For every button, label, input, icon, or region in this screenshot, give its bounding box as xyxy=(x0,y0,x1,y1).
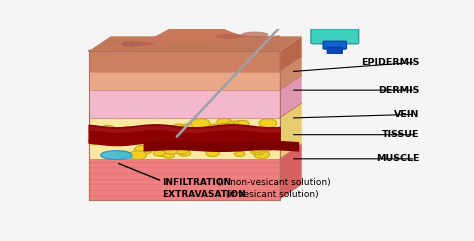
Circle shape xyxy=(164,147,178,154)
Circle shape xyxy=(215,137,233,146)
Bar xyxy=(89,51,280,72)
Circle shape xyxy=(88,138,102,145)
Circle shape xyxy=(144,132,156,138)
Circle shape xyxy=(233,137,248,145)
Circle shape xyxy=(101,125,115,132)
Circle shape xyxy=(259,119,277,128)
Text: MUSCLE: MUSCLE xyxy=(376,154,419,163)
Circle shape xyxy=(226,121,242,129)
Circle shape xyxy=(171,139,189,147)
Polygon shape xyxy=(280,103,301,159)
FancyBboxPatch shape xyxy=(327,47,343,54)
Circle shape xyxy=(156,150,169,156)
Circle shape xyxy=(141,135,158,144)
Polygon shape xyxy=(89,20,280,51)
Circle shape xyxy=(205,139,219,147)
Circle shape xyxy=(217,123,234,132)
Circle shape xyxy=(173,124,185,130)
Circle shape xyxy=(252,135,270,144)
Circle shape xyxy=(154,150,165,156)
Circle shape xyxy=(233,121,244,126)
Circle shape xyxy=(137,137,151,143)
Polygon shape xyxy=(280,57,301,90)
Bar xyxy=(89,72,280,90)
Polygon shape xyxy=(280,144,301,200)
Circle shape xyxy=(214,134,230,142)
Circle shape xyxy=(130,130,141,136)
Circle shape xyxy=(178,150,191,156)
Text: INFILTRATION: INFILTRATION xyxy=(162,178,231,187)
Ellipse shape xyxy=(121,41,141,47)
Text: VEIN: VEIN xyxy=(394,110,419,119)
Circle shape xyxy=(254,151,270,159)
Text: EPIDERMIS: EPIDERMIS xyxy=(361,58,419,67)
Polygon shape xyxy=(280,75,301,118)
Ellipse shape xyxy=(215,34,243,39)
Text: DERMIS: DERMIS xyxy=(378,86,419,95)
Circle shape xyxy=(128,133,140,139)
FancyBboxPatch shape xyxy=(311,29,359,44)
Circle shape xyxy=(230,124,240,129)
Circle shape xyxy=(129,151,146,160)
Text: EXTRAVASATION: EXTRAVASATION xyxy=(162,190,246,199)
Circle shape xyxy=(245,142,259,150)
Circle shape xyxy=(175,128,193,137)
Circle shape xyxy=(217,118,232,126)
Circle shape xyxy=(160,136,177,145)
Circle shape xyxy=(222,129,237,136)
Circle shape xyxy=(251,145,265,152)
Circle shape xyxy=(119,127,134,134)
Ellipse shape xyxy=(241,32,269,38)
Circle shape xyxy=(218,124,229,130)
Circle shape xyxy=(225,141,240,149)
Circle shape xyxy=(181,123,200,133)
Circle shape xyxy=(206,124,221,132)
Circle shape xyxy=(164,130,178,138)
Bar xyxy=(89,159,280,200)
Circle shape xyxy=(230,134,245,141)
Ellipse shape xyxy=(100,151,132,160)
Circle shape xyxy=(206,150,219,156)
Ellipse shape xyxy=(122,155,133,159)
Circle shape xyxy=(232,128,243,134)
Circle shape xyxy=(96,133,112,141)
Text: (if vesicant solution): (if vesicant solution) xyxy=(223,190,319,199)
Circle shape xyxy=(124,135,138,142)
Circle shape xyxy=(90,134,107,142)
Circle shape xyxy=(257,144,273,151)
Circle shape xyxy=(261,129,272,135)
Circle shape xyxy=(250,147,265,155)
Circle shape xyxy=(118,151,130,157)
Ellipse shape xyxy=(120,41,155,46)
Circle shape xyxy=(237,120,249,126)
Polygon shape xyxy=(280,36,301,72)
Circle shape xyxy=(146,142,158,148)
Text: TISSUE: TISSUE xyxy=(382,130,419,139)
Circle shape xyxy=(175,147,188,154)
Circle shape xyxy=(251,145,265,152)
Bar xyxy=(89,90,280,118)
Bar xyxy=(89,118,280,159)
Circle shape xyxy=(135,145,153,154)
Text: (if non-vesicant solution): (if non-vesicant solution) xyxy=(215,178,331,187)
Circle shape xyxy=(191,119,210,128)
Circle shape xyxy=(234,151,245,157)
FancyBboxPatch shape xyxy=(323,41,346,49)
Polygon shape xyxy=(89,36,301,51)
Circle shape xyxy=(163,153,174,158)
